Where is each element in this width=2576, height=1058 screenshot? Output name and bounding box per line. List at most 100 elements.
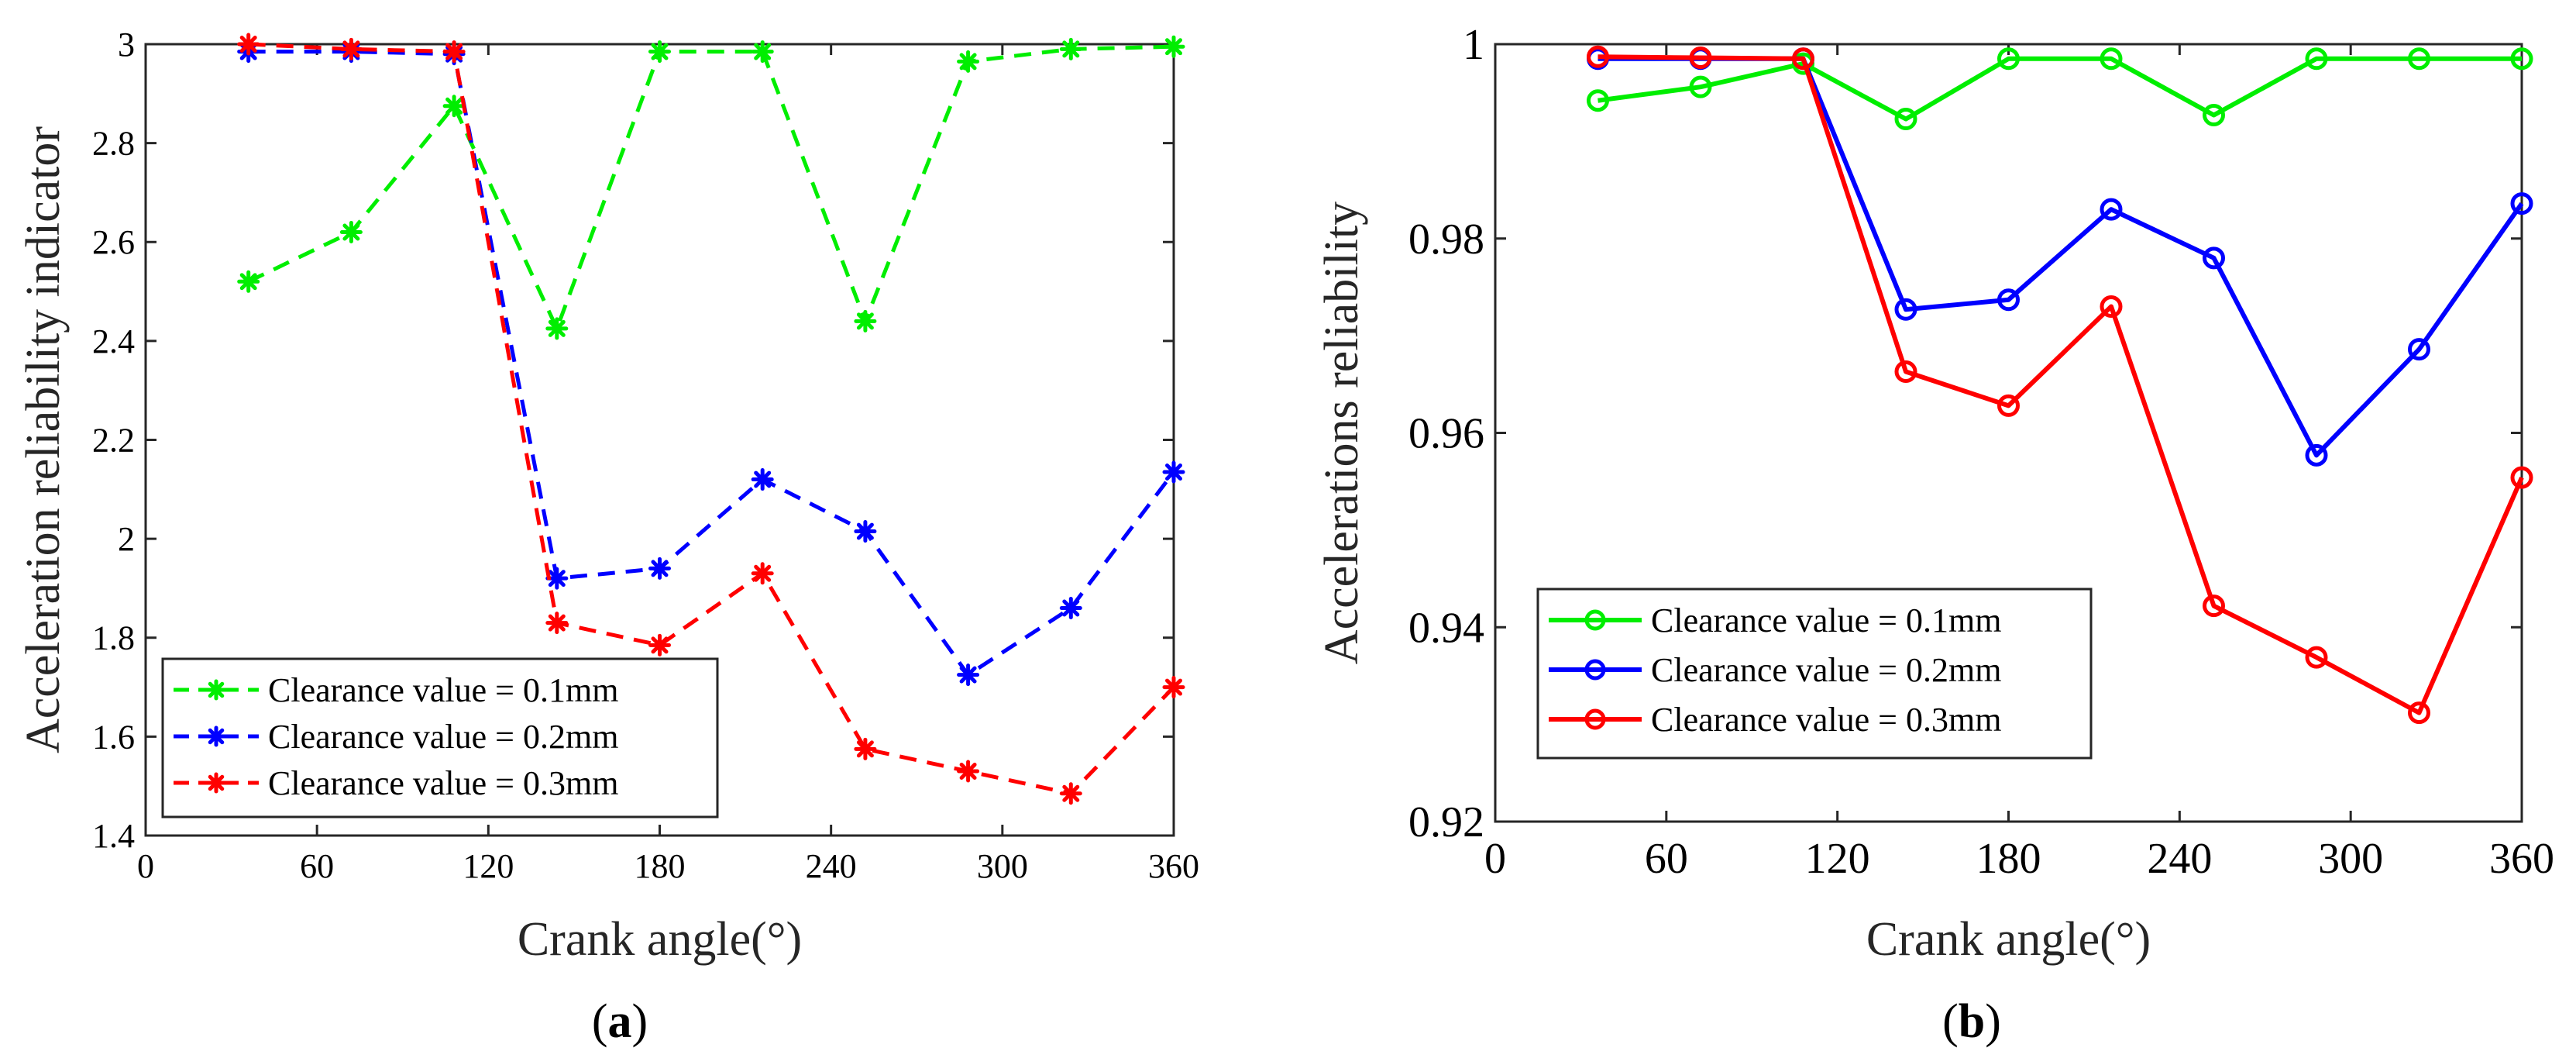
- data-point-s1: [751, 40, 774, 64]
- legend-label-1: Clearance value = 0.1mm: [1651, 601, 2001, 639]
- y-tick-label: 1.4: [92, 817, 135, 855]
- x-tick-label: 0: [1484, 835, 1506, 883]
- data-point-s1: [545, 317, 569, 340]
- x-tick-label: 300: [977, 847, 1028, 885]
- data-point-s2: [957, 663, 980, 687]
- data-point-s1: [648, 40, 671, 64]
- data-point-s3: [1997, 394, 2020, 417]
- data-point-s1: [957, 50, 980, 73]
- data-point-s3: [339, 37, 363, 60]
- legend-marker-2: [205, 725, 227, 747]
- x-tick-label: 300: [2318, 835, 2383, 883]
- x-tick-label: 180: [635, 847, 686, 885]
- legend: Clearance value = 0.1mm Clearance value =…: [161, 657, 719, 818]
- data-point-s2: [2305, 443, 2328, 467]
- data-point-s3: [2203, 594, 2225, 618]
- legend-label-1: Clearance value = 0.1mm: [268, 671, 618, 709]
- legend-marker-1: [205, 679, 227, 701]
- panel-caption: (b): [1942, 995, 2001, 1048]
- legend-marker-3: [1584, 708, 1606, 730]
- x-tick-label: 360: [2489, 835, 2554, 883]
- data-point-s1: [2305, 47, 2328, 71]
- data-point-s3: [2408, 701, 2430, 725]
- data-point-s3: [2305, 646, 2328, 669]
- y-tick-label: 0.98: [1408, 215, 1484, 264]
- y-tick-label: 0.96: [1408, 410, 1484, 458]
- y-tick-label: 3: [118, 26, 135, 64]
- data-point-s1: [854, 309, 877, 333]
- legend-label-2: Clearance value = 0.2mm: [268, 718, 618, 756]
- data-point-s3: [2100, 295, 2123, 319]
- data-point-s3: [1059, 782, 1082, 805]
- x-tick-label: 120: [1805, 835, 1870, 883]
- data-point-s3: [1792, 47, 1814, 71]
- data-point-s3: [2510, 466, 2533, 489]
- y-tick-label: 2: [118, 520, 135, 558]
- data-point-s2: [648, 557, 671, 580]
- legend-marker-3: [205, 772, 227, 794]
- y-tick-label: 1.6: [92, 718, 135, 756]
- data-point-s2: [854, 520, 877, 543]
- data-point-s2: [1059, 596, 1082, 619]
- data-point-s2: [1894, 298, 1917, 321]
- x-tick-label: 0: [137, 847, 154, 885]
- data-point-s3: [1689, 47, 1712, 70]
- data-point-s3: [854, 737, 877, 760]
- data-point-s3: [1587, 45, 1609, 68]
- y-tick-label: 1.8: [92, 619, 135, 657]
- caption-paren-open: (: [592, 995, 608, 1048]
- data-point-s1: [2510, 47, 2533, 71]
- caption-letter: a: [608, 995, 632, 1048]
- caption-paren-close: ): [1985, 995, 2001, 1048]
- legend: Clearance value = 0.1mm Clearance value =…: [1536, 588, 2093, 760]
- series-line-3: [1598, 54, 2524, 715]
- data-point-s3: [1162, 676, 1185, 699]
- data-point-s1: [1587, 89, 1609, 112]
- panel-caption: (a): [592, 995, 648, 1048]
- x-tick-label: 120: [463, 847, 514, 885]
- legend-marker-1: [1584, 609, 1606, 631]
- data-point-s1: [1689, 75, 1712, 98]
- series-line-1: [1598, 56, 2522, 122]
- data-point-s3: [545, 612, 569, 635]
- x-tick-label: 360: [1148, 847, 1199, 885]
- x-axis-title: Crank angle(°): [518, 913, 802, 966]
- data-point-s1: [1997, 47, 2020, 71]
- y-tick-label: 1: [1463, 21, 1484, 69]
- x-tick-label: 240: [2147, 835, 2212, 883]
- data-point-s1: [442, 95, 466, 118]
- x-axis-title: Crank angle(°): [1866, 913, 2151, 966]
- y-axis-title: Acceleration reliability indicator: [17, 126, 70, 753]
- data-point-s3: [1894, 360, 1917, 384]
- data-point-s1: [1894, 108, 1917, 131]
- data-point-s2: [1997, 288, 2020, 312]
- data-point-s2: [2100, 198, 2123, 221]
- y-tick-label: 2.4: [92, 322, 135, 360]
- data-point-s3: [957, 760, 980, 783]
- legend-label-3: Clearance value = 0.3mm: [1651, 701, 2001, 739]
- data-point-s3: [751, 562, 774, 585]
- legend-label-2: Clearance value = 0.2mm: [1651, 651, 2001, 689]
- data-point-s1: [237, 270, 260, 293]
- data-point-s1: [2408, 47, 2430, 71]
- y-tick-label: 2.6: [92, 223, 135, 261]
- data-point-s1: [2100, 47, 2123, 71]
- panel-a-chart: 0 60 120 180 240 300 360 1.4 1.6 1.8 2 2.2 2.4 2.6 2.8…: [17, 26, 1199, 1048]
- legend-label-3: Clearance value = 0.3mm: [268, 764, 618, 802]
- x-tick-label: 60: [300, 847, 334, 885]
- data-point-s2: [1162, 460, 1185, 484]
- legend-box: [1536, 588, 2093, 760]
- data-point-s2: [2510, 192, 2533, 215]
- data-point-s2: [751, 468, 774, 491]
- y-tick-label: 0.94: [1408, 604, 1484, 652]
- series-line-2: [248, 50, 1175, 677]
- data-point-s1: [2203, 104, 2225, 127]
- x-tick-label: 240: [806, 847, 857, 885]
- series-line-3: [248, 42, 1175, 796]
- y-tick-label: 0.92: [1408, 798, 1484, 846]
- data-point-s3: [237, 33, 260, 56]
- data-point-s1: [1059, 37, 1082, 60]
- data-point-s3: [648, 633, 671, 657]
- data-point-s1: [339, 220, 363, 243]
